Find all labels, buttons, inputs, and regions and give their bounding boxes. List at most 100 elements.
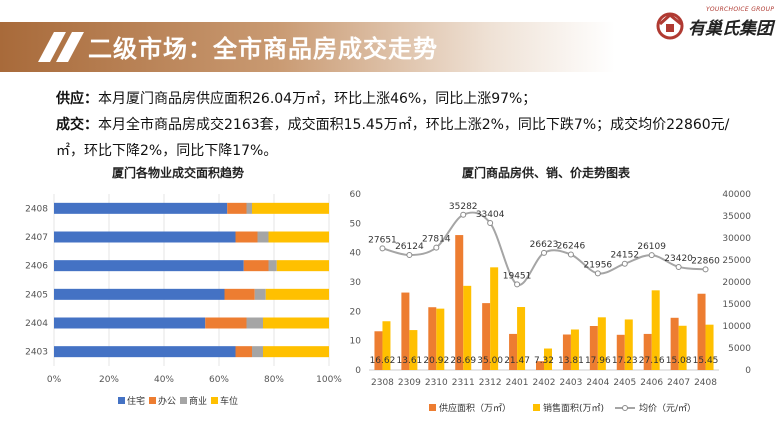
bar-segment <box>257 231 269 243</box>
bar-segment <box>243 260 269 272</box>
legend-swatch <box>180 397 187 404</box>
y-tick-label: 2408 <box>25 204 48 214</box>
sales-data-label: 16.62 <box>370 356 396 366</box>
y-right-tick-label: 20000 <box>722 278 751 288</box>
sales-bar <box>651 290 660 370</box>
chart2-title: 厦门商品房供、销、价走势图表 <box>462 166 631 180</box>
price-point <box>406 252 413 259</box>
y-right-tick-label: 0 <box>745 366 751 376</box>
bar-segment <box>252 202 329 214</box>
legend-marker <box>622 405 628 411</box>
legend-label: 均价（元/㎡） <box>639 402 696 414</box>
x-tick-label: 2312 <box>479 378 502 388</box>
bar-segment <box>54 288 225 300</box>
sales-bar <box>624 319 633 370</box>
supply-bar <box>374 331 383 370</box>
bar-segment <box>227 202 247 214</box>
sales-bar <box>597 317 606 370</box>
bar-segment <box>235 231 258 243</box>
logo-icon <box>656 12 684 40</box>
y-tick-label: 2403 <box>25 348 48 358</box>
logo-name: 有巢氏集团 <box>688 19 773 39</box>
price-point <box>621 260 628 267</box>
legend-label: 车位 <box>220 395 238 407</box>
bar-segment <box>235 346 252 358</box>
x-tick-label: 2310 <box>425 378 448 388</box>
y-right-tick-label: 40000 <box>722 190 751 200</box>
sales-data-label: 17.96 <box>585 356 611 366</box>
legend-swatch <box>149 397 156 404</box>
price-data-label: 24152 <box>610 251 639 261</box>
price-data-label: 23420 <box>664 254 693 264</box>
y-right-tick-label: 5000 <box>728 344 751 354</box>
supply-line: 供应：本月厦门商品房供应面积26.04万㎡，环比上涨46%，同比上涨97%； <box>56 86 756 112</box>
price-data-label: 35282 <box>449 202 478 212</box>
price-data-label: 19451 <box>503 271 532 281</box>
bar-segment <box>252 346 263 358</box>
legend-label: 销售面积(万㎡) <box>543 402 604 414</box>
sales-data-label: 7.32 <box>534 356 554 366</box>
y-left-tick-label: 40 <box>350 249 362 259</box>
sales-bar <box>463 285 472 370</box>
sales-data-label: 13.61 <box>397 356 423 366</box>
x-tick-label: 0% <box>47 375 62 385</box>
price-data-label: 22860 <box>691 256 720 266</box>
logo-subtitle: YOURCHOICE GROUP <box>706 6 775 13</box>
x-tick-label: 2404 <box>586 378 609 388</box>
sales-data-label: 20.92 <box>423 356 449 366</box>
price-point <box>648 252 655 259</box>
sales-bar <box>705 324 714 370</box>
price-data-label: 27814 <box>422 235 451 245</box>
legend-label: 供应面积（万㎡） <box>439 402 511 414</box>
x-tick-label: 2403 <box>559 378 582 388</box>
x-tick-label: 60% <box>209 375 229 385</box>
supply-bar <box>562 334 571 370</box>
price-data-label: 26109 <box>637 242 666 252</box>
bar-segment <box>54 260 244 272</box>
supply-bar <box>643 333 652 370</box>
sales-bar <box>544 348 552 370</box>
sales-bar <box>678 325 687 370</box>
y-left-tick-label: 30 <box>350 278 362 288</box>
y-left-tick-label: 10 <box>350 337 362 347</box>
sales-bar <box>382 321 391 370</box>
page-title: 二级市场：全市商品房成交走势 <box>88 35 438 63</box>
sales-bar <box>490 267 499 370</box>
x-tick-label: 2405 <box>613 378 636 388</box>
bar-segment <box>54 317 206 329</box>
chart1-title: 厦门各物业成交面积趋势 <box>112 166 245 180</box>
legend-swatch <box>429 404 436 411</box>
y-tick-label: 2405 <box>25 290 48 300</box>
sales-data-label: 21.47 <box>504 356 530 366</box>
deal-label: 成交： <box>56 117 98 133</box>
x-tick-label: 2401 <box>506 378 529 388</box>
x-tick-label: 20% <box>99 375 119 385</box>
deal-text: 本月全市商品房成交2163套，成交面积15.45万㎡，环比上涨2%，同比下跌7%… <box>56 117 730 159</box>
supply-bar <box>536 361 544 370</box>
price-data-label: 33404 <box>476 210 505 220</box>
summary-text: 供应：本月厦门商品房供应面积26.04万㎡，环比上涨46%，同比上涨97%； 成… <box>56 86 756 164</box>
bar-segment <box>224 288 255 300</box>
y-left-tick-label: 20 <box>350 307 362 317</box>
y-right-tick-label: 15000 <box>722 300 751 310</box>
price-point <box>460 211 467 218</box>
sales-data-label: 13.81 <box>558 356 584 366</box>
bar-segment <box>205 317 247 329</box>
y-tick-label: 2407 <box>25 233 48 243</box>
sales-data-label: 27.16 <box>639 356 665 366</box>
supply-sales-price-chart: 0 10 20 30 40 50 60 0 5000 10000 15000 20000 25000 30… <box>350 190 752 414</box>
y-right-tick-label: 30000 <box>722 234 751 244</box>
y-right-tick-label: 10000 <box>722 322 751 332</box>
bar-segment <box>54 202 228 214</box>
supply-bar <box>616 334 625 370</box>
price-data-label: 26623 <box>530 240 559 250</box>
sales-bar <box>570 329 579 370</box>
y-right-tick-label: 25000 <box>722 256 751 266</box>
price-point <box>594 270 601 277</box>
title-band <box>0 22 615 72</box>
x-tick-label: 80% <box>264 375 284 385</box>
y-left-tick-label: 60 <box>350 190 362 200</box>
sales-bar <box>436 308 445 370</box>
bar-segment <box>276 260 329 272</box>
price-point <box>541 249 547 256</box>
